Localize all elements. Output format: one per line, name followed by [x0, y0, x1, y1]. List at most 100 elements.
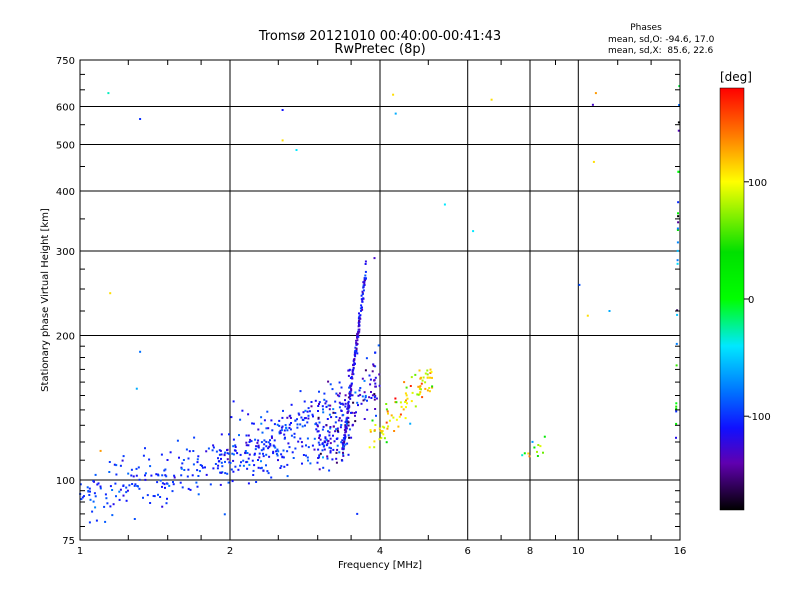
data-point [373, 398, 376, 401]
data-point [216, 467, 219, 470]
data-point [675, 422, 678, 425]
data-point [289, 417, 292, 419]
data-point [337, 419, 340, 422]
data-point [341, 442, 344, 445]
data-point [537, 444, 540, 446]
data-point [675, 364, 678, 367]
data-point [248, 453, 251, 456]
data-point [166, 497, 168, 500]
data-point [114, 482, 117, 485]
data-point [161, 482, 164, 485]
data-point [406, 402, 408, 405]
data-point [271, 436, 273, 439]
data-point [260, 416, 263, 419]
data-point [347, 396, 350, 399]
data-point [372, 364, 375, 367]
data-point [354, 420, 357, 423]
data-point [219, 471, 222, 474]
data-point [307, 459, 309, 462]
data-point [361, 377, 364, 380]
data-point [329, 450, 332, 453]
data-point [356, 333, 359, 336]
data-point [370, 397, 373, 399]
data-point [364, 396, 367, 399]
data-point [676, 259, 679, 262]
data-point [352, 363, 355, 366]
data-point [356, 352, 359, 355]
data-point [296, 426, 299, 429]
data-point [355, 347, 358, 350]
data-point [290, 403, 293, 406]
data-point [255, 445, 258, 448]
data-point [428, 390, 431, 393]
data-point [372, 363, 375, 366]
data-point [393, 430, 396, 432]
data-point [427, 376, 430, 379]
data-point [133, 518, 136, 520]
data-point [166, 459, 169, 461]
data-point [338, 395, 341, 398]
data-point [344, 402, 347, 405]
data-point [676, 227, 679, 230]
data-point [362, 399, 365, 402]
data-point [316, 461, 319, 464]
data-point [373, 440, 376, 443]
data-point [118, 490, 121, 493]
data-point [676, 309, 679, 312]
data-point [328, 434, 331, 437]
data-point [309, 462, 312, 465]
data-point [329, 442, 332, 445]
data-point [351, 377, 354, 380]
data-point [334, 421, 337, 424]
data-point [380, 436, 383, 439]
legend-line-x: mean, sd,X: 85.6, 22.6 [608, 46, 714, 56]
data-point [157, 473, 159, 476]
data-point [386, 410, 389, 413]
data-point [586, 314, 589, 317]
data-point [136, 485, 139, 487]
data-point [119, 488, 122, 491]
data-point [371, 419, 374, 422]
data-point [306, 421, 309, 424]
data-point [275, 450, 278, 453]
data-point [272, 452, 275, 455]
data-point [286, 416, 289, 419]
data-point [347, 369, 350, 372]
data-point [180, 466, 183, 469]
data-point [527, 452, 530, 455]
x-tick-label: 16 [674, 546, 687, 557]
data-point [231, 452, 234, 455]
data-point [363, 379, 366, 382]
data-point [96, 483, 99, 486]
data-point [149, 502, 152, 504]
data-point [302, 411, 305, 414]
data-point [137, 466, 140, 469]
data-point [94, 495, 97, 498]
data-point [345, 430, 348, 433]
data-point [226, 452, 229, 455]
data-point [306, 410, 309, 413]
data-point [344, 443, 347, 446]
data-point [369, 430, 372, 433]
data-point [220, 457, 222, 460]
data-point [279, 429, 282, 432]
data-point [374, 408, 377, 410]
colorbar-tick-label: -100 [748, 412, 771, 423]
data-point [130, 474, 133, 477]
y-tick-label: 200 [56, 332, 75, 343]
data-point [592, 160, 595, 163]
data-point [283, 433, 286, 436]
data-point [239, 453, 242, 456]
data-point [374, 424, 377, 426]
data-point [226, 458, 229, 461]
data-point [405, 386, 408, 389]
data-point [112, 503, 115, 506]
data-point [338, 381, 341, 384]
data-point [173, 474, 176, 477]
data-point [348, 368, 351, 371]
data-point [196, 458, 199, 461]
data-point [368, 446, 371, 449]
data-point [345, 420, 348, 423]
data-point [288, 426, 291, 429]
data-point [135, 387, 138, 390]
